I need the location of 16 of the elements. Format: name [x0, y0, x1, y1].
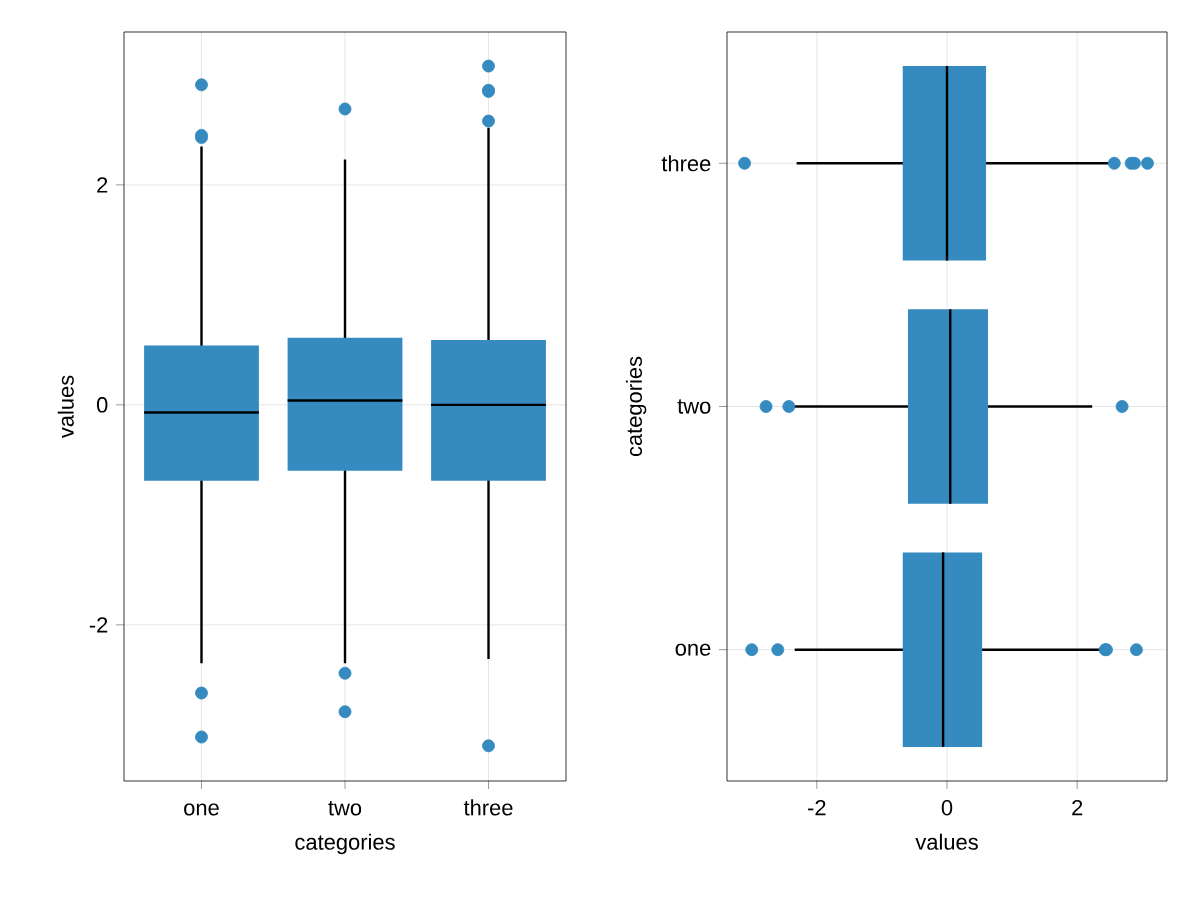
y-tick-label: one: [675, 643, 711, 656]
x-axis-title: categories: [295, 833, 395, 855]
x-tick-label: one: [184, 803, 219, 816]
x-axis-title: values: [915, 833, 978, 850]
y-tick-label: 2: [97, 177, 108, 193]
x-tick-label: -2: [808, 799, 826, 816]
y-tick-label: two: [677, 399, 711, 414]
x-tick-label: two: [328, 801, 362, 816]
y-tick-label: 0: [96, 397, 108, 413]
y-axis-title: categories: [625, 356, 647, 457]
y-tick-label: three: [661, 155, 711, 172]
x-tick-label: 2: [1072, 799, 1083, 816]
x-tick-label: three: [463, 799, 513, 816]
y-axis-title: values: [57, 375, 74, 439]
y-tick-label: -2: [89, 617, 108, 633]
x-tick-label: 0: [941, 799, 953, 816]
